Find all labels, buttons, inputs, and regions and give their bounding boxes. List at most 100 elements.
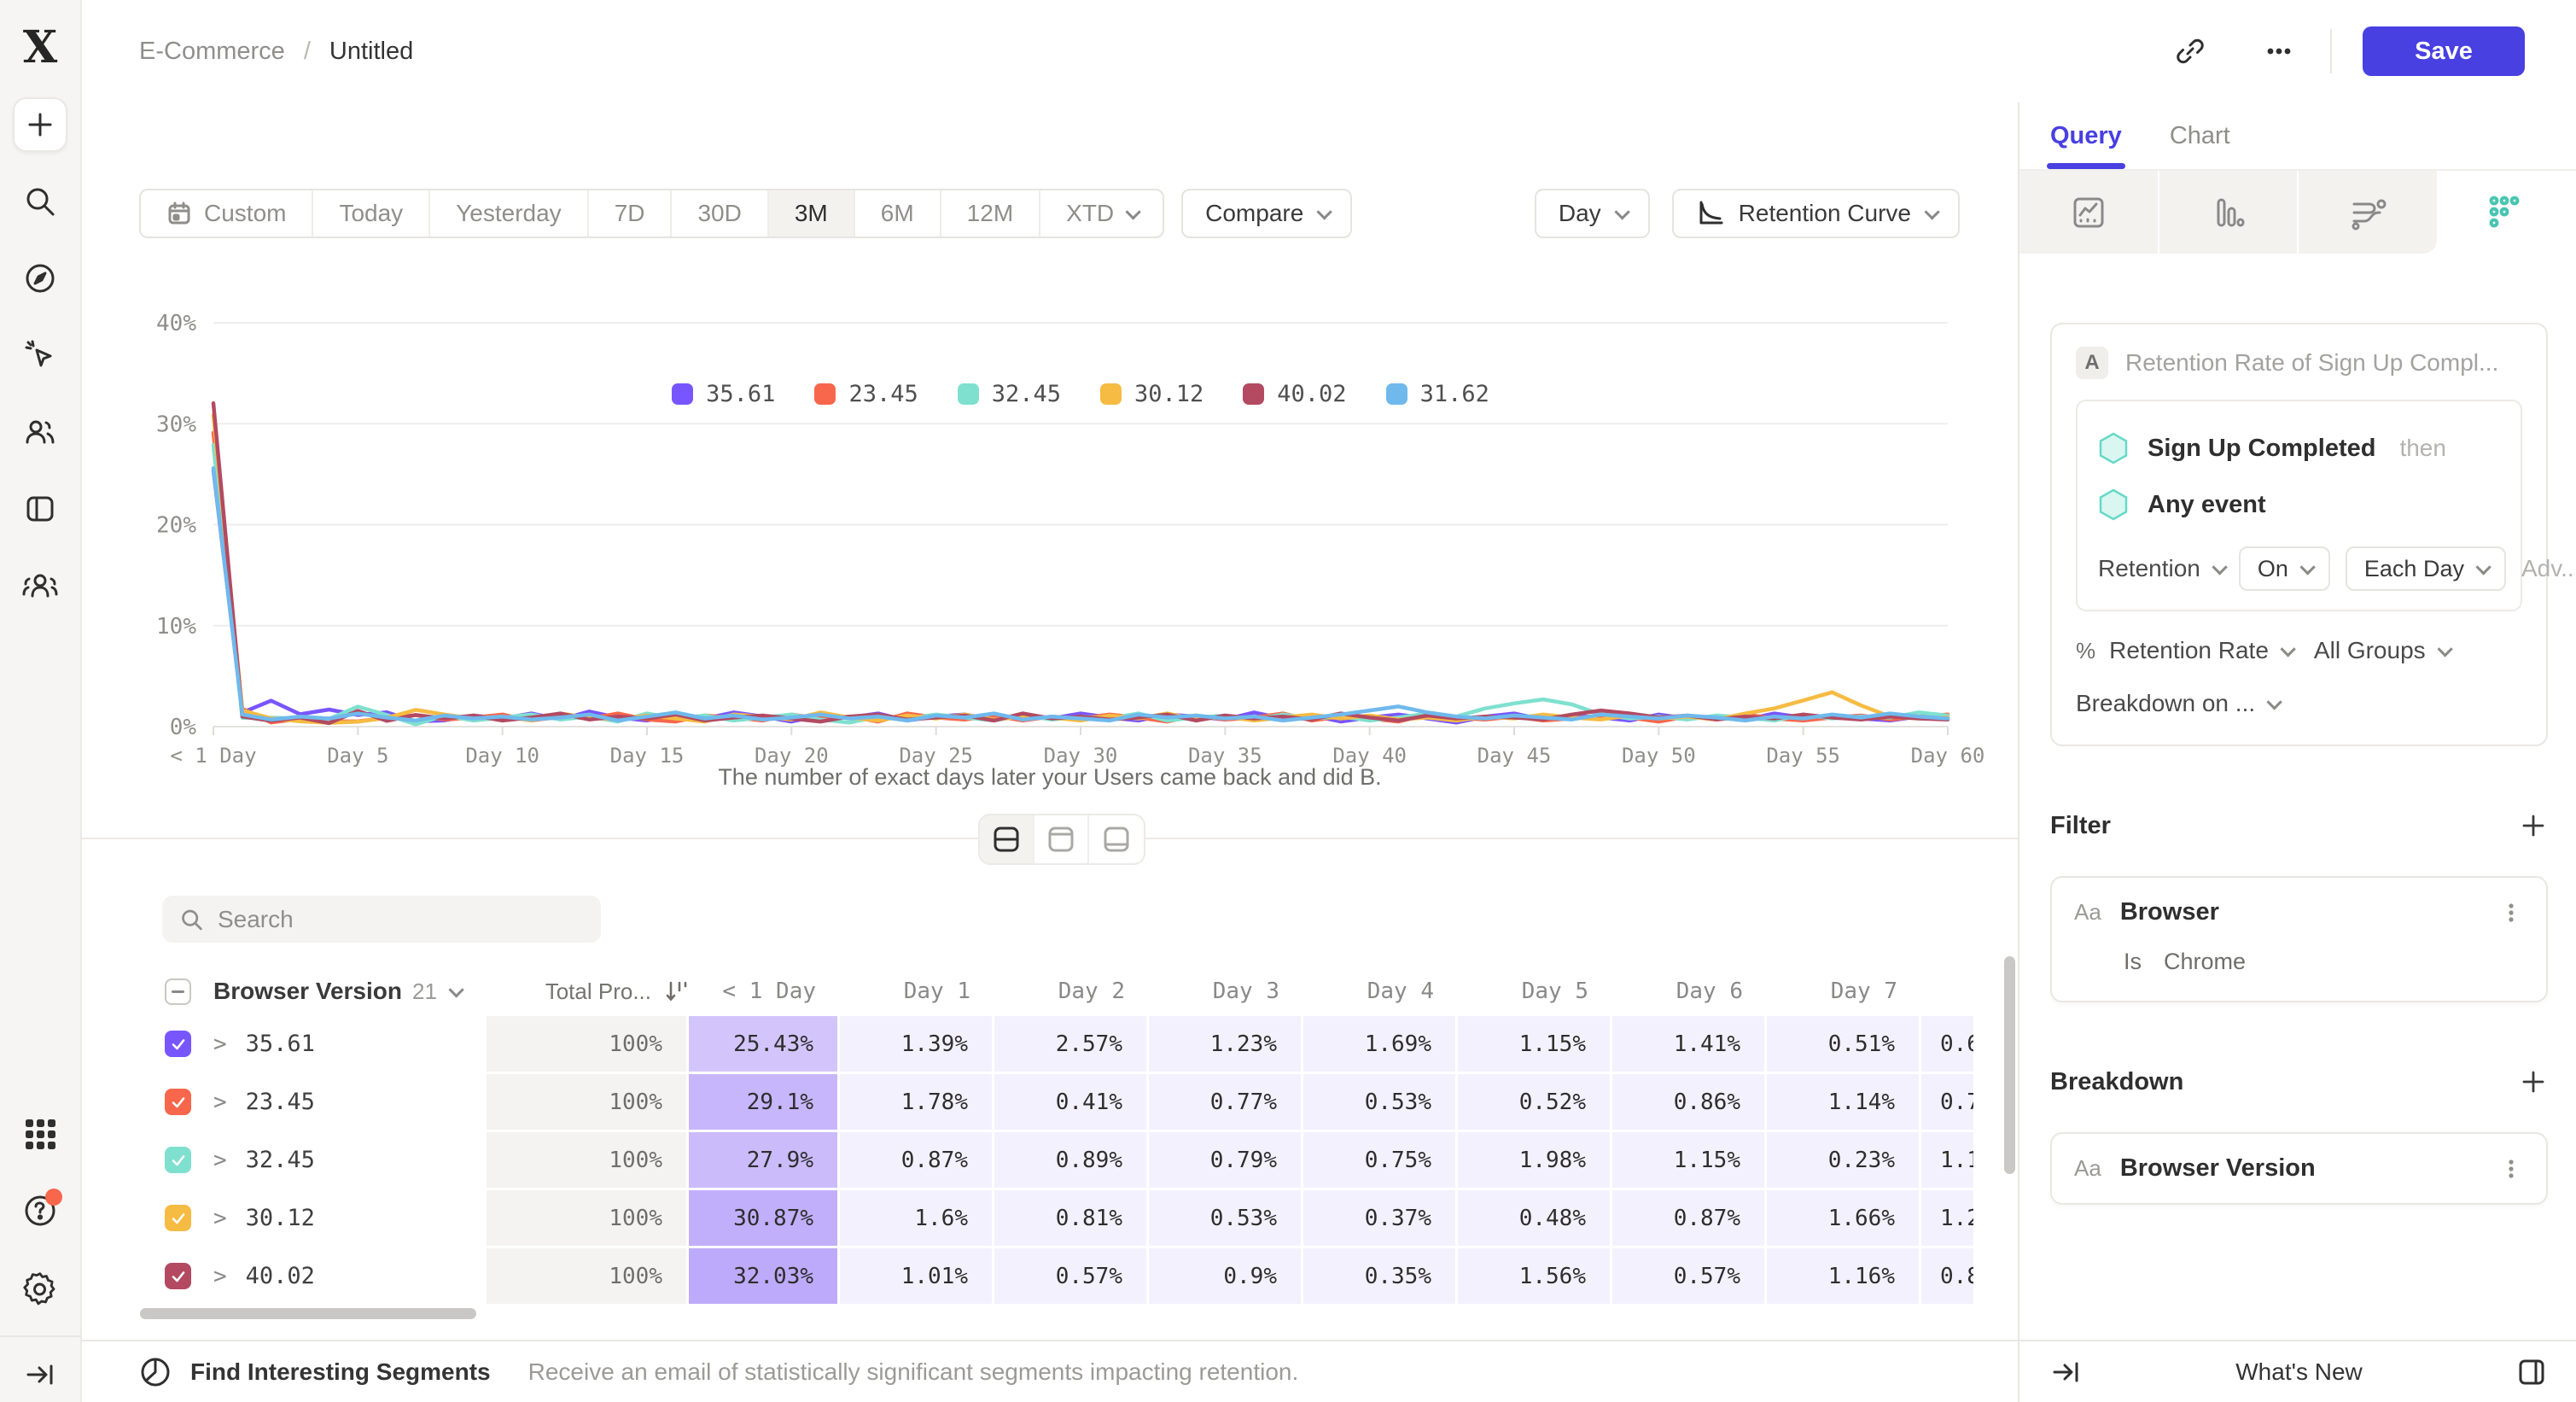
- collapse-panel-icon[interactable]: [2050, 1356, 2083, 1388]
- add-filter-button[interactable]: [2519, 811, 2548, 840]
- series-line-40.02[interactable]: [211, 400, 1950, 726]
- horizontal-scrollbar[interactable]: [140, 1308, 476, 1319]
- row-name[interactable]: 40.02: [245, 1263, 315, 1289]
- range-7d[interactable]: 7D: [589, 190, 673, 237]
- retention-cell[interactable]: 1.14%: [1767, 1074, 1921, 1132]
- total-cell[interactable]: 100%: [487, 1132, 689, 1190]
- save-button[interactable]: Save: [2363, 26, 2525, 76]
- report-type-flows[interactable]: [2299, 171, 2437, 254]
- filter-value[interactable]: Chrome: [2164, 949, 2247, 974]
- range-3m[interactable]: 3M: [768, 190, 855, 237]
- expand-row-chevron[interactable]: >: [213, 1205, 227, 1231]
- retention-cell-clipped[interactable]: 1.1%: [1921, 1132, 1976, 1190]
- chart-only-toggle[interactable]: [1034, 815, 1089, 863]
- day-column-header[interactable]: Day 3: [1212, 978, 1279, 1004]
- community-nav-button[interactable]: [13, 558, 67, 613]
- events-nav-button[interactable]: [13, 328, 67, 383]
- mixpanel-logo-icon[interactable]: X: [22, 21, 58, 73]
- report-type-retention[interactable]: [2436, 171, 2576, 254]
- retention-cell[interactable]: 0.52%: [1458, 1074, 1612, 1132]
- retention-cell[interactable]: 1.01%: [840, 1248, 994, 1306]
- retention-cell[interactable]: 0.48%: [1458, 1190, 1612, 1248]
- table-only-toggle[interactable]: [1089, 815, 1144, 863]
- each-day-dropdown[interactable]: Each Day: [2345, 546, 2506, 591]
- row-name[interactable]: 30.12: [245, 1205, 315, 1231]
- group-column-label[interactable]: Browser Version: [213, 978, 402, 1004]
- segments-title[interactable]: Find Interesting Segments: [190, 1358, 491, 1385]
- sort-descending-icon[interactable]: [663, 978, 689, 1004]
- series-line-35.61[interactable]: [211, 468, 1950, 725]
- select-all-checkbox[interactable]: [165, 978, 191, 1005]
- search-nav-button[interactable]: [13, 174, 67, 229]
- expand-row-chevron[interactable]: >: [213, 1089, 227, 1115]
- retention-cell[interactable]: 32.03%: [689, 1248, 840, 1306]
- range-yesterday[interactable]: Yesterday: [430, 190, 589, 237]
- retention-cell[interactable]: 1.66%: [1767, 1190, 1921, 1248]
- settings-button[interactable]: [13, 1260, 67, 1315]
- row-name[interactable]: 35.61: [245, 1031, 315, 1057]
- query-title[interactable]: Retention Rate of Sign Up Compl...: [2125, 349, 2499, 376]
- row-name[interactable]: 32.45: [245, 1147, 315, 1173]
- expand-row-chevron[interactable]: >: [213, 1031, 227, 1057]
- boards-nav-button[interactable]: [13, 482, 67, 536]
- breakdown-on-dropdown[interactable]: Breakdown on ...: [2076, 690, 2282, 717]
- day-column-header[interactable]: Day 4: [1367, 978, 1434, 1004]
- breakdown-property-name[interactable]: Browser Version: [2119, 1154, 2316, 1182]
- retention-cell[interactable]: 1.15%: [1458, 1016, 1612, 1074]
- expand-row-chevron[interactable]: >: [213, 1263, 227, 1289]
- retention-cell[interactable]: 1.56%: [1458, 1248, 1612, 1306]
- total-cell[interactable]: 100%: [487, 1074, 689, 1132]
- retention-cell[interactable]: 0.53%: [1149, 1190, 1303, 1248]
- retention-cell[interactable]: 0.86%: [1612, 1074, 1767, 1132]
- apps-grid-button[interactable]: [13, 1107, 67, 1161]
- create-new-button[interactable]: [13, 97, 67, 152]
- split-view-toggle[interactable]: [980, 815, 1034, 863]
- day-column-header[interactable]: Day 7: [1830, 978, 1897, 1004]
- add-breakdown-button[interactable]: [2519, 1067, 2548, 1096]
- chart-type-dropdown[interactable]: Retention Curve: [1671, 189, 1960, 238]
- row-checkbox[interactable]: [165, 1263, 191, 1289]
- legend-item[interactable]: 32.45: [957, 381, 1061, 407]
- layout-columns-icon[interactable]: [2515, 1356, 2548, 1388]
- whats-new-link[interactable]: What's New: [2235, 1358, 2363, 1385]
- collapse-rail-button[interactable]: [13, 1347, 67, 1402]
- report-type-insights[interactable]: [2019, 171, 2159, 254]
- expand-row-chevron[interactable]: >: [213, 1147, 227, 1173]
- day-column-header[interactable]: Day 2: [1058, 978, 1125, 1004]
- retention-cell[interactable]: 1.6%: [840, 1190, 994, 1248]
- range-30d[interactable]: 30D: [672, 190, 769, 237]
- retention-cell-clipped[interactable]: 0.8%: [1921, 1248, 1976, 1306]
- retention-cell[interactable]: 0.37%: [1303, 1190, 1458, 1248]
- users-nav-button[interactable]: [13, 405, 67, 459]
- event-row-1[interactable]: Sign Up Completed then: [2098, 420, 2500, 476]
- retention-cell[interactable]: 0.87%: [840, 1132, 994, 1190]
- row-checkbox[interactable]: [165, 1089, 191, 1115]
- total-cell[interactable]: 100%: [487, 1248, 689, 1306]
- retention-cell[interactable]: 0.51%: [1767, 1016, 1921, 1074]
- total-cell[interactable]: 100%: [487, 1016, 689, 1074]
- range-xtd[interactable]: XTD: [1040, 190, 1163, 237]
- copy-link-button[interactable]: [2165, 26, 2216, 77]
- day-column-header[interactable]: Day 5: [1521, 978, 1588, 1004]
- legend-item[interactable]: 35.61: [672, 381, 775, 407]
- filter-operator[interactable]: Is: [2124, 949, 2142, 974]
- advanced-dropdown[interactable]: Adv...: [2521, 555, 2576, 582]
- kebab-menu-icon[interactable]: [2498, 1156, 2524, 1182]
- filter-property-name[interactable]: Browser: [2119, 898, 2219, 926]
- day-column-header[interactable]: < 1 Day: [722, 978, 816, 1004]
- retention-cell-clipped[interactable]: 0.7%: [1921, 1074, 1976, 1132]
- retention-cell[interactable]: 27.9%: [689, 1132, 840, 1190]
- legend-item[interactable]: 30.12: [1100, 381, 1203, 407]
- on-dropdown[interactable]: On: [2238, 546, 2330, 591]
- retention-cell[interactable]: 1.69%: [1303, 1016, 1458, 1074]
- retention-cell[interactable]: 1.15%: [1612, 1132, 1767, 1190]
- legend-item[interactable]: 31.62: [1385, 381, 1489, 407]
- groups-dropdown[interactable]: All Groups: [2314, 637, 2453, 664]
- event-row-2[interactable]: Any event: [2098, 476, 2500, 533]
- retention-cell[interactable]: 1.23%: [1149, 1016, 1303, 1074]
- retention-cell[interactable]: 0.41%: [994, 1074, 1149, 1132]
- help-button[interactable]: [13, 1183, 67, 1238]
- filter-card[interactable]: Aa Browser Is Chrome: [2050, 876, 2548, 1002]
- retention-type-dropdown[interactable]: Retention: [2098, 555, 2228, 582]
- range-12m[interactable]: 12M: [941, 190, 1041, 237]
